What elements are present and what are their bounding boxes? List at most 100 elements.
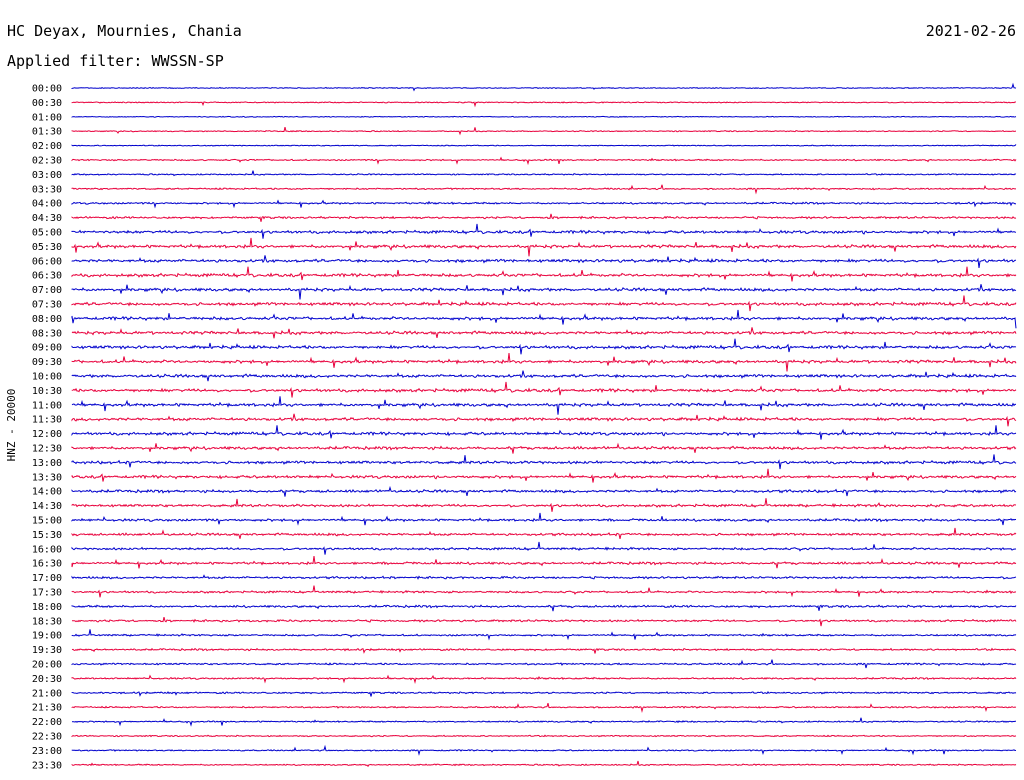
trace-line: [71, 223, 1017, 239]
tick-label: 00:30: [32, 98, 62, 109]
filter-label: Applied filter: WWSSN-SP: [7, 52, 224, 70]
tick-label: 14:30: [32, 501, 62, 512]
tick-label: 11:00: [32, 400, 62, 411]
tick-label: 23:00: [32, 746, 62, 757]
tick-label: 19:30: [32, 645, 62, 656]
tick-label: 10:30: [32, 386, 62, 397]
tick-label: 12:00: [32, 429, 62, 440]
trace-line: [71, 541, 1017, 555]
trace-line: [71, 353, 1017, 372]
trace-line: [71, 702, 1017, 713]
trace-line: [71, 396, 1017, 415]
trace-line: [71, 760, 1017, 768]
tick-label: 18:30: [32, 616, 62, 627]
trace-line: [71, 184, 1016, 195]
trace-line: [71, 674, 1017, 684]
trace-line: [71, 485, 1017, 497]
trace-line: [71, 295, 1017, 312]
trace-line: [71, 442, 1017, 454]
tick-label: 03:30: [32, 184, 62, 195]
trace-line: [71, 370, 1017, 382]
trace-line: [71, 717, 1017, 727]
trace-line: [71, 498, 1017, 512]
tick-label: 21:30: [32, 703, 62, 714]
tick-label: 13:30: [32, 472, 62, 483]
trace-line: [71, 629, 1017, 641]
tick-label: 01:00: [32, 112, 62, 123]
trace-line: [71, 101, 1016, 108]
tick-label: 22:30: [32, 732, 62, 743]
trace-line: [71, 266, 1017, 282]
tick-label: 20:00: [32, 660, 62, 671]
trace-line: [71, 199, 1017, 209]
trace-line: [71, 413, 1017, 427]
trace-line: [71, 659, 1017, 669]
tick-label: 06:00: [32, 256, 62, 267]
trace-line: [71, 468, 1017, 483]
trace-line: [71, 616, 1017, 627]
tick-label: 09:00: [32, 343, 62, 354]
trace-line: [71, 338, 1017, 355]
trace-line: [71, 744, 1017, 756]
tick-label: 17:00: [32, 573, 62, 584]
trace-line: [71, 115, 1017, 118]
trace-line: [71, 734, 1017, 738]
trace-line: [71, 284, 1017, 300]
tick-label: 19:00: [32, 631, 62, 642]
tick-label: 06:30: [32, 271, 62, 282]
tick-label: 02:00: [32, 141, 62, 152]
tick-label: 05:00: [32, 228, 62, 239]
trace-line: [71, 604, 1017, 612]
trace-line: [71, 691, 1017, 697]
tick-label: 04:00: [32, 199, 62, 210]
tick-label-group: 00:00 00:30 01:00 01:30 02:00 02:30 03:00 03:30…: [32, 84, 62, 772]
trace-line: [71, 237, 1017, 257]
trace-line: [71, 309, 1017, 329]
trace-line: [71, 327, 1017, 339]
trace-line: [71, 574, 1017, 580]
tick-label: 17:30: [32, 588, 62, 599]
tick-label: 23:30: [32, 760, 62, 771]
tick-label: 04:30: [32, 213, 62, 224]
trace-line: [71, 512, 1017, 526]
trace-line: [71, 381, 1017, 398]
trace-line: [71, 144, 1017, 147]
tick-label: 10:00: [32, 372, 62, 383]
tick-label: 00:00: [32, 84, 62, 95]
tick-label: 02:30: [32, 156, 62, 167]
trace-line: [71, 82, 1017, 92]
tick-label: 22:00: [32, 717, 62, 728]
trace-line: [71, 556, 1017, 569]
tick-label: 08:30: [32, 328, 62, 339]
trace-line: [71, 647, 1017, 654]
tick-label: 07:00: [32, 285, 62, 296]
tick-label: 13:00: [32, 458, 62, 469]
tick-label: 09:30: [32, 357, 62, 368]
tick-label: 14:00: [32, 487, 62, 498]
tick-label: 16:30: [32, 559, 62, 570]
tick-label: 16:00: [32, 544, 62, 555]
trace-line: [71, 213, 1017, 222]
tick-label: 01:30: [32, 127, 62, 138]
trace-line: [71, 255, 1016, 268]
trace-line: [71, 156, 1017, 166]
tick-label: 05:30: [32, 242, 62, 253]
tick-label: 15:00: [32, 516, 62, 527]
trace-line: [71, 527, 1017, 540]
tick-label: 12:30: [32, 444, 62, 455]
tick-label: 21:00: [32, 688, 62, 699]
tick-label: 20:30: [32, 674, 62, 685]
tick-label: 03:00: [32, 170, 62, 181]
tick-label: 07:30: [32, 300, 62, 311]
date-label: 2021-02-26: [926, 22, 1016, 40]
trace-line: [71, 454, 1017, 470]
trace-line: [71, 425, 1017, 440]
station-title: HC Deyax, Mournies, Chania: [7, 22, 242, 40]
y-axis-label: HNZ - 20000: [5, 389, 18, 462]
trace-line: [71, 585, 1017, 598]
tick-label: 15:30: [32, 530, 62, 541]
tick-label: 11:30: [32, 415, 62, 426]
tick-label: 18:00: [32, 602, 62, 613]
trace-line: [71, 126, 1017, 136]
